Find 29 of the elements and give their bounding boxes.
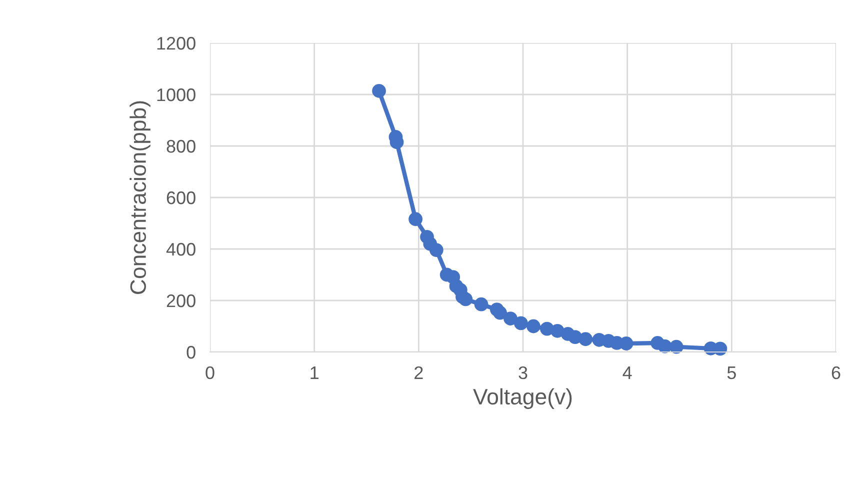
y-tick-label: 0 — [186, 346, 196, 359]
point — [493, 306, 507, 320]
point — [578, 332, 593, 346]
point — [429, 243, 444, 257]
point — [458, 292, 473, 306]
point — [514, 316, 528, 330]
x-tick-label: 5 — [727, 366, 736, 380]
x-tick-label: 4 — [622, 366, 632, 379]
y-tick-label: 800 — [166, 140, 196, 153]
y-tick-label: 200 — [166, 294, 196, 308]
x-tick-label: 0 — [206, 366, 214, 380]
point — [713, 342, 728, 356]
y-tick-label: 1000 — [157, 88, 196, 102]
point — [526, 319, 540, 334]
point — [619, 336, 634, 350]
point — [408, 212, 422, 226]
x-tick-label: 6 — [832, 366, 840, 380]
y-tick-label: 1200 — [157, 36, 196, 50]
x-axis-title: Voltage(v) — [473, 388, 572, 409]
point — [669, 340, 684, 354]
x-tick-label: 2 — [414, 366, 423, 379]
y-axis-title: Concentracion(ppb) — [130, 101, 150, 294]
point — [372, 84, 386, 98]
point — [504, 312, 518, 326]
x-tick-label: 3 — [518, 366, 528, 380]
point — [474, 297, 488, 312]
y-tick-label: 400 — [166, 242, 196, 256]
x-tick-label: 1 — [310, 366, 318, 379]
y-tick-label: 600 — [166, 191, 196, 204]
